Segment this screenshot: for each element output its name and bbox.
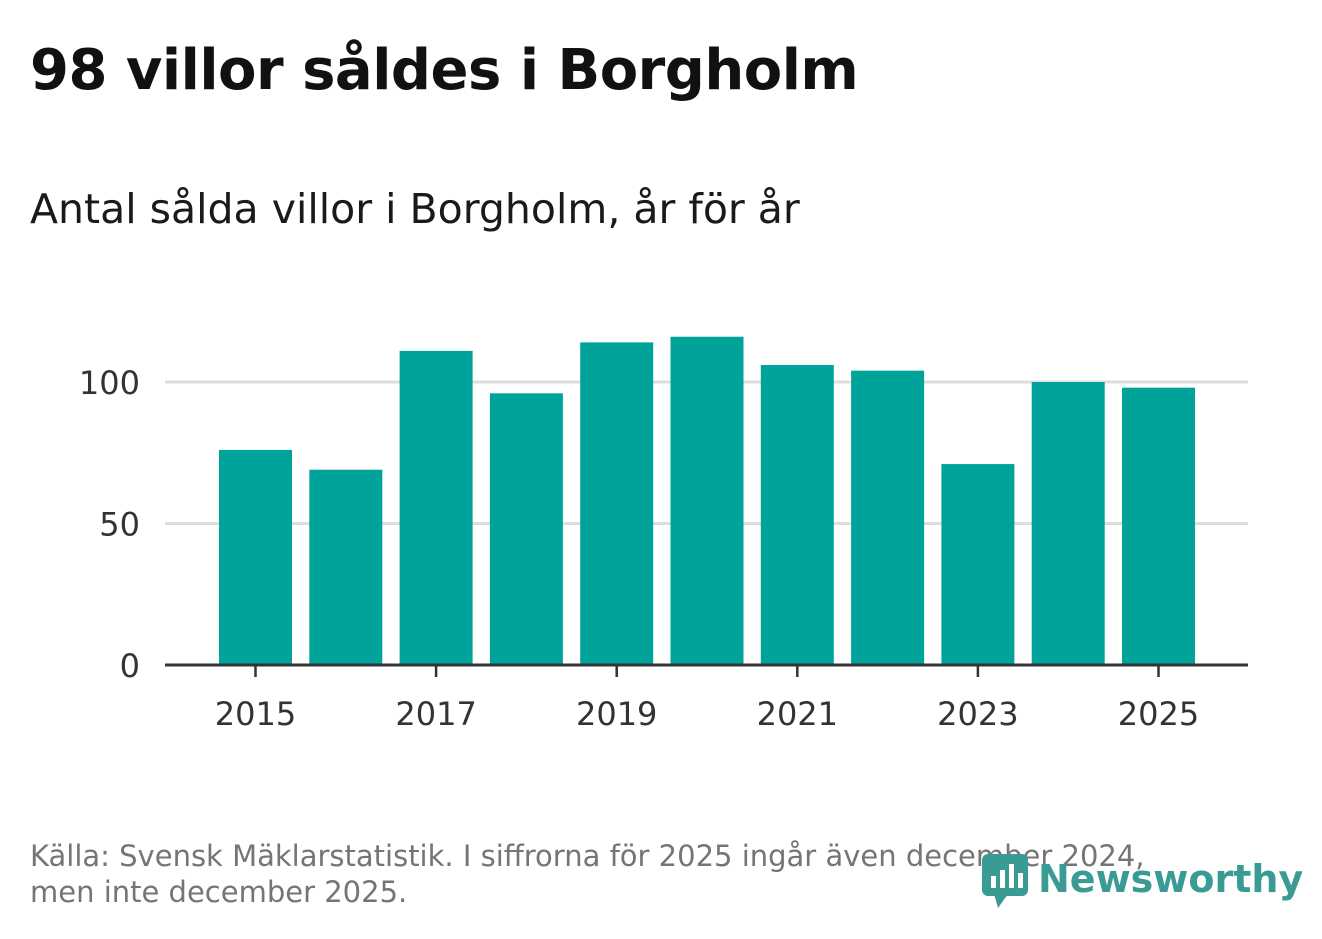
y-tick-label: 0 (120, 647, 140, 685)
chart-subtitle: Antal sålda villor i Borgholm, år för år (30, 185, 800, 233)
source-line-2: men inte december 2025. (30, 875, 408, 909)
bar-2024 (1031, 382, 1105, 665)
x-tick-label: 2019 (576, 695, 657, 733)
chart-title: 98 villor såldes i Borgholm (30, 38, 859, 103)
bar-2016 (309, 469, 383, 665)
bar-2020 (670, 336, 744, 665)
newsworthy-logo: Newsworthy (980, 848, 1303, 910)
bar-2021 (760, 365, 834, 665)
bar-2017 (399, 350, 473, 665)
bar-2023 (941, 464, 1015, 665)
newsworthy-logo-icon (982, 854, 1028, 908)
x-tick-label: 2017 (395, 695, 476, 733)
bar-2019 (580, 342, 654, 665)
axes: 0 50 100 2015 2017 2019 2021 2023 2025 (79, 364, 1248, 733)
source-note: Källa: Svensk Mäklarstatistik. I siffror… (30, 838, 1230, 910)
y-tick-label: 100 (79, 364, 140, 402)
x-tick-label: 2021 (757, 695, 838, 733)
x-tick-label: 2015 (215, 695, 296, 733)
newsworthy-logo-text: Newsworthy (1038, 857, 1304, 901)
bar-2018 (489, 393, 563, 665)
bar-2015 (219, 449, 292, 665)
x-tick-label: 2023 (937, 695, 1018, 733)
source-line-1: Källa: Svensk Mäklarstatistik. I siffror… (30, 839, 1145, 873)
bars (219, 336, 1195, 665)
x-tick-label: 2025 (1118, 695, 1199, 733)
bar-2025 (1122, 387, 1195, 665)
bar-2022 (851, 370, 925, 665)
y-tick-label: 50 (99, 506, 140, 544)
